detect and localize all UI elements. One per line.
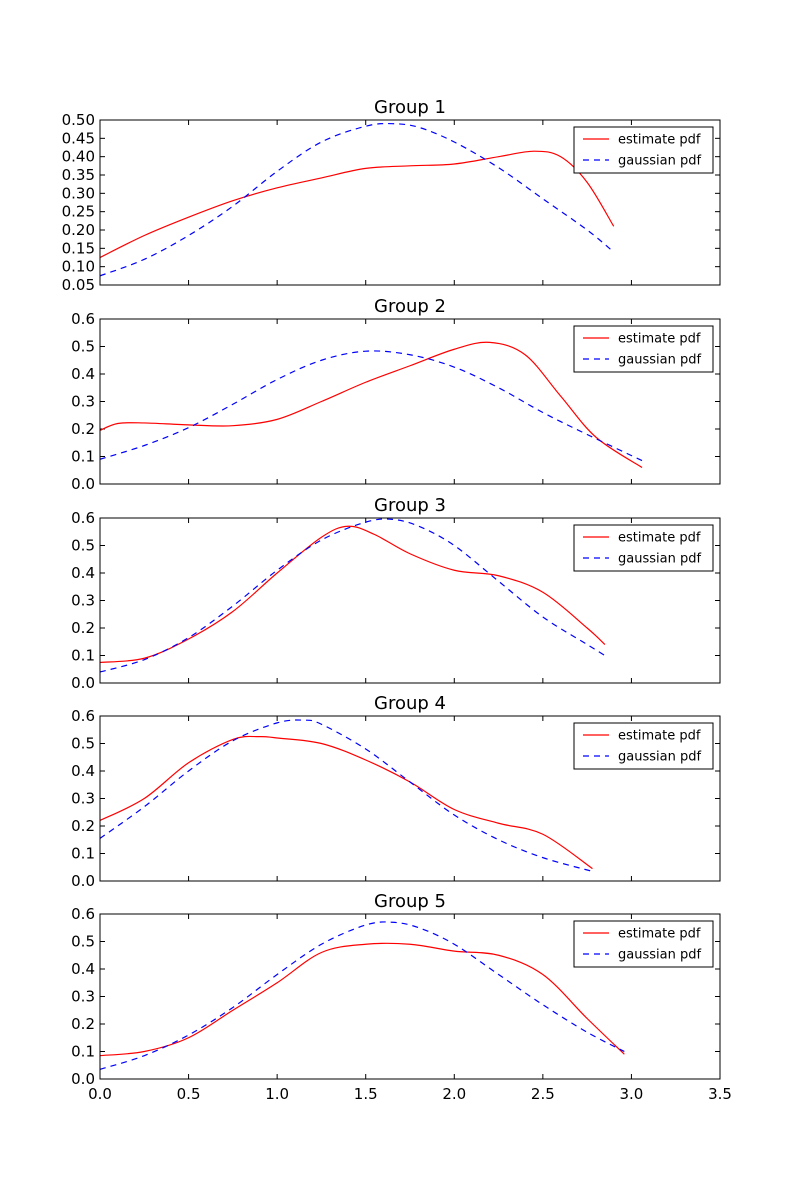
- gaussian-pdf-line: [99, 719, 593, 872]
- legend: estimate pdf gaussian pdf: [573, 126, 714, 174]
- y-tick-label: 0.4: [71, 365, 95, 383]
- axes-frame: [99, 517, 721, 684]
- y-tick-label: 0.3: [71, 592, 95, 610]
- y-tick-label: 0.40: [62, 148, 95, 166]
- legend-box: [573, 325, 714, 373]
- y-tick-label: 0.2: [71, 619, 95, 637]
- y-tick-label: 0.0: [71, 1070, 95, 1088]
- y-tick-label: 0.50: [62, 111, 95, 129]
- y-tick-label: 0.45: [62, 129, 95, 147]
- x-tick-label: 1.5: [354, 1085, 378, 1103]
- y-tick-label: 0.5: [71, 735, 95, 753]
- y-tick-label: 0.10: [62, 258, 95, 276]
- gaussian-pdf-line: [99, 518, 606, 673]
- x-tick-label: 2.5: [531, 1085, 555, 1103]
- y-tick-label: 0.5: [71, 338, 95, 356]
- y-tick-label: 0.05: [62, 276, 95, 294]
- axes-frame: [99, 913, 721, 1080]
- gaussian-pdf-line: [99, 350, 643, 462]
- legend-box: [573, 126, 714, 174]
- legend-label: gaussian pdf: [618, 750, 701, 765]
- x-tick-label: 0.0: [88, 1085, 112, 1103]
- y-tick-label: 0.5: [71, 537, 95, 555]
- gaussian-pdf-line: [99, 921, 625, 1070]
- y-tick-label: 0.6: [71, 310, 95, 328]
- legend: estimate pdf gaussian pdf: [573, 920, 714, 968]
- y-tick-label: 0.5: [71, 933, 95, 951]
- legend-label: gaussian pdf: [618, 948, 701, 963]
- y-tick-label: 0.4: [71, 564, 95, 582]
- chart-title: Group 4: [374, 693, 446, 714]
- legend: estimate pdf gaussian pdf: [573, 722, 714, 770]
- y-tick-label: 0.2: [71, 1015, 95, 1033]
- x-tick-label: 1.0: [265, 1085, 289, 1103]
- estimate-pdf-line: [99, 341, 643, 469]
- y-tick-label: 0.30: [62, 184, 95, 202]
- legend-label: estimate pdf: [618, 133, 701, 148]
- y-tick-label: 0.2: [71, 420, 95, 438]
- legend-label: gaussian pdf: [618, 154, 701, 169]
- legend: estimate pdf gaussian pdf: [573, 325, 714, 373]
- estimate-pdf-line: [99, 150, 615, 259]
- chart-title: Group 5: [374, 891, 446, 912]
- y-tick-label: 0.1: [71, 845, 95, 863]
- y-tick-label: 0.1: [71, 647, 95, 665]
- chart-title: Group 3: [374, 495, 446, 516]
- x-tick-label: 2.0: [442, 1085, 466, 1103]
- y-tick-label: 0.3: [71, 988, 95, 1006]
- chart-panel-2: Group 2 0.0 0.1 0.2 0.3 0.4 0.5 0.6 estimate pdf…: [71, 296, 721, 493]
- legend-label: estimate pdf: [618, 332, 701, 347]
- legend-label: estimate pdf: [618, 927, 701, 942]
- chart-panel-5: Group 5 0.0 0.1 0.2 0.3 0.4 0.5 0.6 0.0 0.5 1.0 1.5…: [71, 891, 732, 1103]
- chart-title: Group 1: [374, 97, 446, 118]
- x-tick-label: 0.5: [177, 1085, 201, 1103]
- chart-panel-3: Group 3 0.0 0.1 0.2 0.3 0.4 0.5 0.6 estimate pdf…: [71, 495, 721, 692]
- axes-frame: [99, 119, 721, 286]
- y-tick-label: 0.6: [71, 707, 95, 725]
- y-tick-label: 0.6: [71, 905, 95, 923]
- estimate-pdf-line: [99, 942, 625, 1057]
- legend-label: gaussian pdf: [618, 552, 701, 567]
- legend-box: [573, 524, 714, 572]
- x-tick-label: 3.5: [708, 1085, 732, 1103]
- chart-panel-1: Group 10.050.100.150.200.250.300.350.400…: [62, 97, 721, 294]
- legend-label: estimate pdf: [618, 729, 701, 744]
- y-tick-label: 0.4: [71, 762, 95, 780]
- y-tick-label: 0.1: [71, 1043, 95, 1061]
- y-tick-label: 0.25: [62, 203, 95, 221]
- legend-label: estimate pdf: [618, 531, 701, 546]
- y-tick-label: 0.6: [71, 509, 95, 527]
- y-tick-label: 0.20: [62, 221, 95, 239]
- y-tick-label: 0.0: [71, 475, 95, 493]
- chart-panel-4: Group 4 0.0 0.1 0.2 0.3 0.4 0.5 0.6 estimate pdf…: [71, 693, 721, 890]
- axes-frame: [99, 318, 721, 485]
- y-tick-label: 0.0: [71, 674, 95, 692]
- estimate-pdf-line: [99, 735, 593, 870]
- legend-box: [573, 722, 714, 770]
- y-tick-label: 0.35: [62, 166, 95, 184]
- legend-box: [573, 920, 714, 968]
- chart-title: Group 2: [374, 296, 446, 317]
- y-tick-label: 0.4: [71, 960, 95, 978]
- y-tick-label: 0.3: [71, 790, 95, 808]
- gaussian-pdf-line: [99, 122, 615, 277]
- y-tick-label: 0.2: [71, 817, 95, 835]
- x-tick-label: 3.0: [619, 1085, 643, 1103]
- estimate-pdf-line: [99, 525, 606, 663]
- y-tick-label: 0.0: [71, 872, 95, 890]
- y-tick-label: 0.3: [71, 393, 95, 411]
- axes-frame: [99, 715, 721, 882]
- y-tick-label: 0.1: [71, 448, 95, 466]
- legend-label: gaussian pdf: [618, 353, 701, 368]
- legend: estimate pdf gaussian pdf: [573, 524, 714, 572]
- y-tick-label: 0.15: [62, 239, 95, 257]
